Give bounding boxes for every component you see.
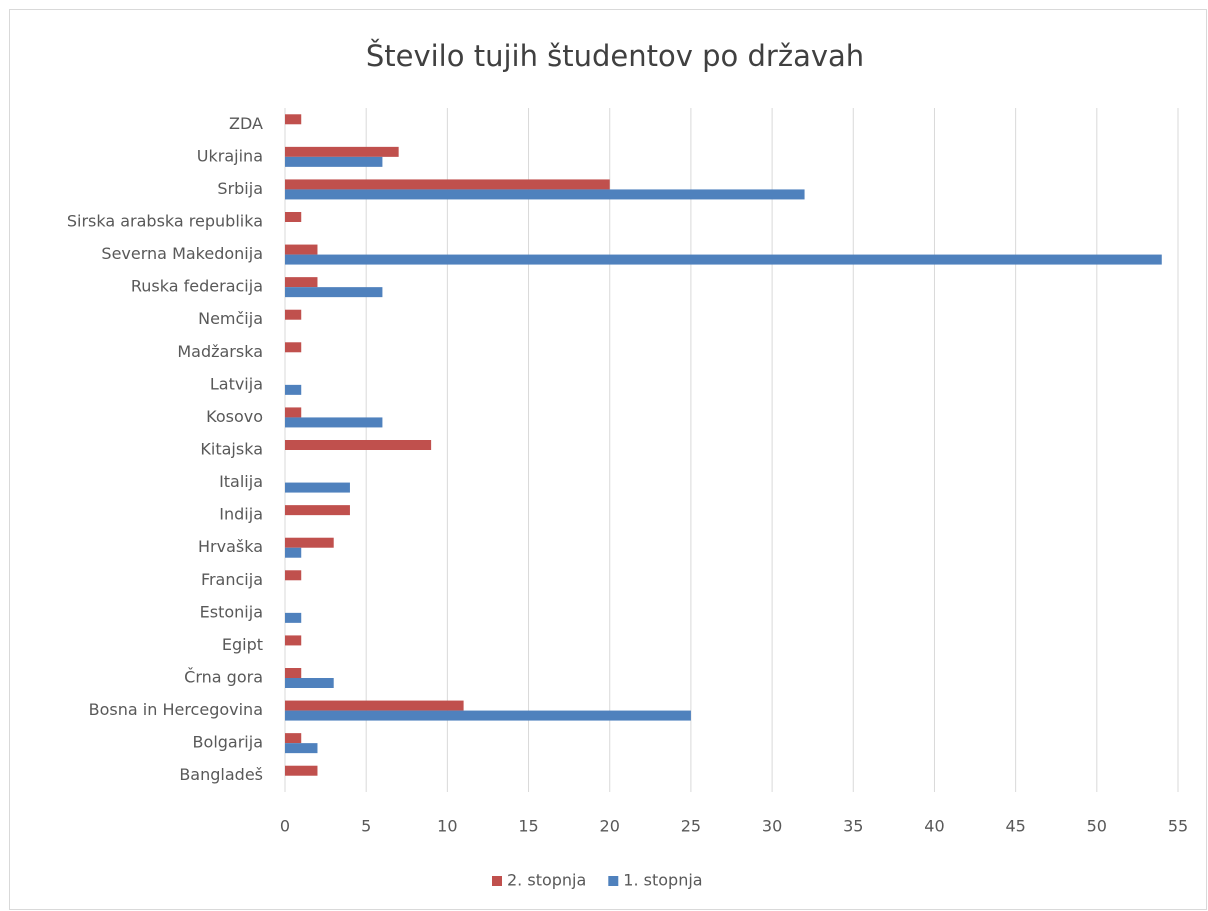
y-tick-label: Hrvaška	[198, 537, 263, 556]
y-tick-label: Estonija	[200, 602, 263, 621]
bar	[285, 417, 383, 428]
bar	[285, 537, 334, 548]
chart-title: Število tujih študentov po državah	[366, 39, 864, 73]
y-tick-label: Latvija	[210, 374, 263, 393]
bar	[285, 505, 350, 516]
y-tick-label: Ruska federacija	[131, 277, 263, 296]
bar	[285, 212, 302, 222]
x-tick-label: 5	[361, 817, 371, 836]
bar	[285, 612, 302, 623]
y-tick-label: Nemčija	[198, 309, 263, 328]
x-tick-label: 35	[843, 817, 863, 836]
x-tick-label: 55	[1168, 817, 1188, 836]
bar	[285, 733, 302, 744]
bar	[285, 342, 302, 353]
y-tick-label: Bangladeš	[179, 765, 263, 784]
bar	[285, 678, 334, 688]
y-tick-label: Kosovo	[206, 407, 263, 426]
bar	[285, 482, 350, 493]
x-tick-label: 25	[681, 817, 701, 836]
y-tick-label: Severna Makedonija	[101, 244, 263, 263]
bar	[285, 547, 302, 558]
bar	[285, 254, 1162, 265]
y-tick-label: Bosna in Hercegovina	[89, 700, 263, 719]
x-tick-label: 45	[1005, 817, 1025, 836]
x-tick-label: 50	[1087, 817, 1107, 836]
x-tick-label: 20	[600, 817, 620, 836]
y-tick-label: Sirska arabska republika	[67, 212, 263, 231]
bar	[285, 570, 302, 581]
x-tick-label: 0	[280, 817, 290, 836]
bar	[285, 146, 399, 157]
bar	[285, 743, 318, 754]
x-tick-label: 30	[762, 817, 782, 836]
y-tick-label: Kitajska	[200, 440, 263, 459]
y-tick-label: Madžarska	[177, 342, 263, 361]
x-tick-label: 15	[518, 817, 538, 836]
legend-swatch	[492, 876, 502, 886]
x-tick-label: 40	[924, 817, 944, 836]
y-tick-label: Ukrajina	[197, 146, 263, 165]
y-tick-label: Italija	[219, 472, 263, 491]
y-tick-label: Črna gora	[184, 668, 263, 687]
bar	[285, 765, 318, 776]
y-tick-label: Egipt	[222, 635, 263, 654]
x-tick-label: 10	[437, 817, 457, 836]
legend-swatch	[608, 876, 619, 886]
bar	[285, 309, 302, 320]
bar	[285, 440, 432, 450]
y-tick-label: ZDA	[229, 114, 263, 133]
bar	[285, 287, 383, 298]
bar	[285, 244, 318, 255]
bar	[285, 635, 302, 646]
bar	[285, 384, 302, 395]
bar	[285, 114, 302, 125]
bar	[285, 179, 610, 190]
legend-label: 2. stopnja	[507, 871, 586, 890]
legend-label: 1. stopnja	[623, 871, 702, 890]
y-tick-label: Bolgarija	[193, 733, 263, 752]
bar	[285, 156, 383, 167]
bar	[285, 668, 302, 678]
bar	[285, 189, 805, 200]
bar	[285, 277, 318, 288]
chart-border	[9, 9, 1207, 910]
bar	[285, 710, 691, 721]
y-tick-label: Srbija	[217, 179, 263, 198]
bar	[285, 700, 464, 711]
y-tick-label: Francija	[201, 570, 263, 589]
bar	[285, 407, 302, 418]
y-tick-label: Indija	[219, 505, 263, 524]
